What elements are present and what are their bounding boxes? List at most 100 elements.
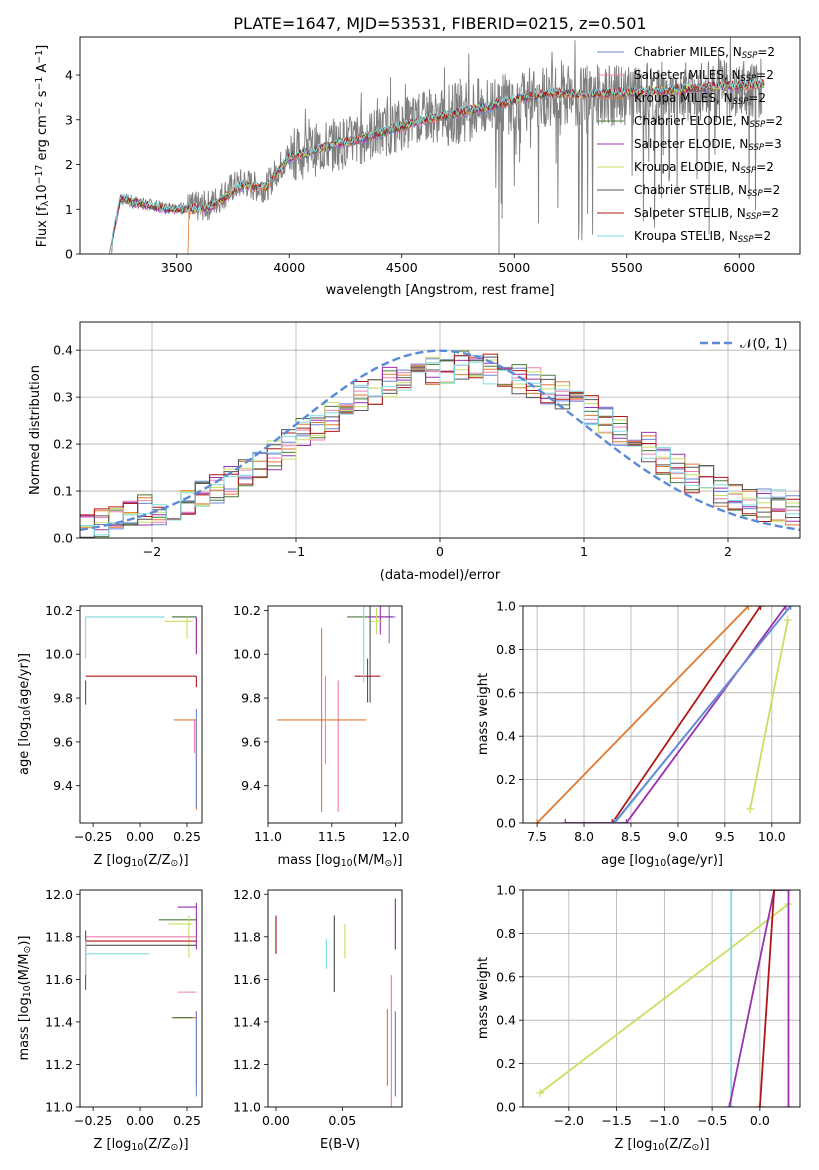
mass-weight-line-chabrier-miles-n bbox=[613, 606, 792, 823]
x-tick-label: 7.5 bbox=[527, 829, 547, 844]
y-tick-label: 0.6 bbox=[496, 685, 516, 700]
y-tick-label: 0.0 bbox=[53, 531, 73, 546]
y-tick-label: 11.2 bbox=[233, 1057, 261, 1072]
y-tick-label: 0.0 bbox=[496, 816, 516, 831]
y-tick-label: 11.2 bbox=[45, 1057, 73, 1072]
plot-area bbox=[275, 898, 396, 1107]
mass-weight-line-kroupa-elodie-n bbox=[749, 619, 789, 810]
y-tick-label: 0.3 bbox=[53, 390, 73, 405]
age-vs-mass-panel: 11.0 11.5 12.0 9.4 9.6 9.8 10.0 10.2 mass [log10… bbox=[233, 603, 409, 869]
x-tick-label: 3500 bbox=[161, 260, 193, 275]
x-tick-label: 9.5 bbox=[715, 829, 735, 844]
y-tick-label: 4 bbox=[65, 68, 73, 83]
x-tick-label: 0 bbox=[436, 544, 444, 559]
y-axis-label: mass weight bbox=[476, 673, 491, 755]
axes-frame bbox=[79, 321, 801, 539]
y-tick-label: 11.8 bbox=[233, 929, 261, 944]
x-axis-label: (data-model)/error bbox=[380, 568, 501, 583]
legend-label-salpeter-stelib-n: Salpeter STELIB, NSSP=2 bbox=[634, 206, 779, 222]
mass-weight-line-salpeter-stelib-n bbox=[759, 890, 776, 1107]
y-tick-label: 0.4 bbox=[496, 1013, 516, 1028]
axes-frame bbox=[79, 889, 203, 1108]
x-tick-label: 0.25 bbox=[173, 1113, 201, 1128]
y-tick-label: 0.6 bbox=[496, 969, 516, 984]
mass-weight-line-salpeter-elodie-n bbox=[565, 606, 787, 823]
y-tick-label: 1.0 bbox=[496, 599, 516, 614]
x-tick-label: 9.0 bbox=[668, 829, 688, 844]
y-tick-label: 10.2 bbox=[233, 603, 261, 618]
y-tick-label: 0 bbox=[65, 247, 73, 262]
y-tick-label: 12.0 bbox=[233, 887, 261, 902]
x-tick-label: −0.25 bbox=[74, 1113, 112, 1128]
x-tick-label: −0.5 bbox=[697, 1113, 727, 1128]
mass-weight-line-kroupa-elodie-n bbox=[539, 903, 790, 1094]
legend-label-salpeter-elodie-n: Salpeter ELODIE, NSSP=3 bbox=[634, 137, 782, 153]
y-axis-label: mass weight bbox=[476, 957, 491, 1039]
y-tick-label: 0.8 bbox=[496, 642, 516, 657]
mass-weight-vs-metallicity-panel: −2.0 −1.5 −1.0 −0.5 0.0 0.0 0.2 0.4 0.6 0.8 1.0 Z [… bbox=[476, 883, 801, 1153]
x-tick-label: 5000 bbox=[498, 260, 530, 275]
x-tick-label: 2 bbox=[724, 544, 732, 559]
x-tick-label: −1 bbox=[287, 544, 305, 559]
mass-vs-metallicity-panel: −0.25 0.00 0.25 11.0 11.2 11.4 11.6 11.8 12.0 Z [… bbox=[17, 887, 203, 1153]
y-tick-label: 0.2 bbox=[496, 772, 516, 787]
x-tick-label: 4000 bbox=[273, 260, 305, 275]
mass-weight-line-salpeter-stelib-n bbox=[611, 606, 762, 823]
plot-area bbox=[85, 616, 197, 810]
legend-label-chabrier-elodie-n: Chabrier ELODIE, NSSP=2 bbox=[634, 114, 783, 130]
legend-label-salpeter-miles-n: Salpeter MILES, NSSP=2 bbox=[634, 68, 774, 84]
y-tick-label: 10.0 bbox=[45, 647, 73, 662]
legend-label-chabrier-stelib-n: Chabrier STELIB, NSSP=2 bbox=[634, 183, 780, 199]
plot-area bbox=[533, 606, 795, 823]
x-axis-label: mass [log10(M/M⊙)] bbox=[278, 853, 403, 869]
y-tick-label: 9.8 bbox=[241, 691, 261, 706]
plot-area bbox=[80, 349, 800, 538]
y-axis-label: Normed distribution bbox=[28, 365, 43, 495]
figure-title: PLATE=1647, MJD=53531, FIBERID=0215, z=0… bbox=[233, 14, 646, 33]
plot-area bbox=[276, 606, 396, 813]
axes-frame bbox=[522, 605, 801, 824]
x-tick-label: 5500 bbox=[611, 260, 643, 275]
normal-distribution-curve bbox=[80, 349, 800, 531]
y-tick-label: 11.0 bbox=[233, 1100, 261, 1115]
legend-label-kroupa-miles-n: Kroupa MILES, NSSP=2 bbox=[634, 91, 766, 107]
y-tick-label: 0.0 bbox=[496, 1100, 516, 1115]
y-tick-label: 0.4 bbox=[53, 343, 73, 358]
axes-frame bbox=[267, 605, 403, 824]
y-tick-label: 0.8 bbox=[496, 926, 516, 941]
age-vs-metallicity-panel: −0.25 0.00 0.25 9.4 9.6 9.8 10.0 10.2 Z [log10(Z… bbox=[17, 603, 203, 869]
mass-vs-ebv-panel: 0.00 0.05 11.0 11.2 11.4 11.6 11.8 12.0 E(B-V) bbox=[233, 887, 403, 1152]
x-axis-label: age [log10(age/yr)] bbox=[601, 853, 723, 869]
axes-frame bbox=[522, 889, 801, 1108]
x-tick-label: 0.00 bbox=[126, 1113, 154, 1128]
x-axis-label: Z [log10(Z/Z⊙)] bbox=[614, 1137, 709, 1153]
legend-label-normal: 𝒩(0, 1) bbox=[740, 337, 787, 352]
x-tick-label: 11.5 bbox=[318, 829, 346, 844]
y-tick-label: 9.6 bbox=[53, 734, 73, 749]
y-tick-label: 2 bbox=[65, 157, 73, 172]
plot-area bbox=[536, 890, 793, 1107]
y-tick-label: 0.1 bbox=[53, 484, 73, 499]
x-tick-label: 10.0 bbox=[758, 829, 786, 844]
x-axis-label: E(B-V) bbox=[320, 1137, 360, 1152]
x-tick-label: −0.25 bbox=[74, 829, 112, 844]
legend-label-kroupa-stelib-n: Kroupa STELIB, NSSP=2 bbox=[634, 229, 771, 245]
x-tick-label: 8.0 bbox=[574, 829, 594, 844]
legend-label-kroupa-elodie-n: Kroupa ELODIE, NSSP=2 bbox=[634, 160, 774, 176]
residual-histogram-kroupa-stelib-n bbox=[80, 361, 800, 536]
y-axis-label: age [log10(age/yr)] bbox=[17, 653, 33, 775]
axes-frame bbox=[79, 36, 801, 255]
residual-histogram-kroupa-miles-n bbox=[80, 357, 800, 529]
y-tick-label: 12.0 bbox=[45, 887, 73, 902]
x-tick-label: 1 bbox=[580, 544, 588, 559]
axes-frame bbox=[267, 889, 403, 1108]
mass-weight-line-kroupa-miles-n bbox=[536, 606, 750, 823]
y-tick-label: 10.2 bbox=[45, 603, 73, 618]
y-tick-label: 11.4 bbox=[45, 1014, 73, 1029]
y-tick-label: 11.6 bbox=[45, 972, 73, 987]
y-tick-label: 9.4 bbox=[53, 778, 73, 793]
x-tick-label: 0.25 bbox=[173, 829, 201, 844]
plot-area bbox=[85, 902, 197, 1097]
residual-histogram-panel: −2 −1 0 1 2 0.0 0.1 0.2 0.3 0.4 𝒩(0, 1) (data-model… bbox=[28, 321, 801, 583]
